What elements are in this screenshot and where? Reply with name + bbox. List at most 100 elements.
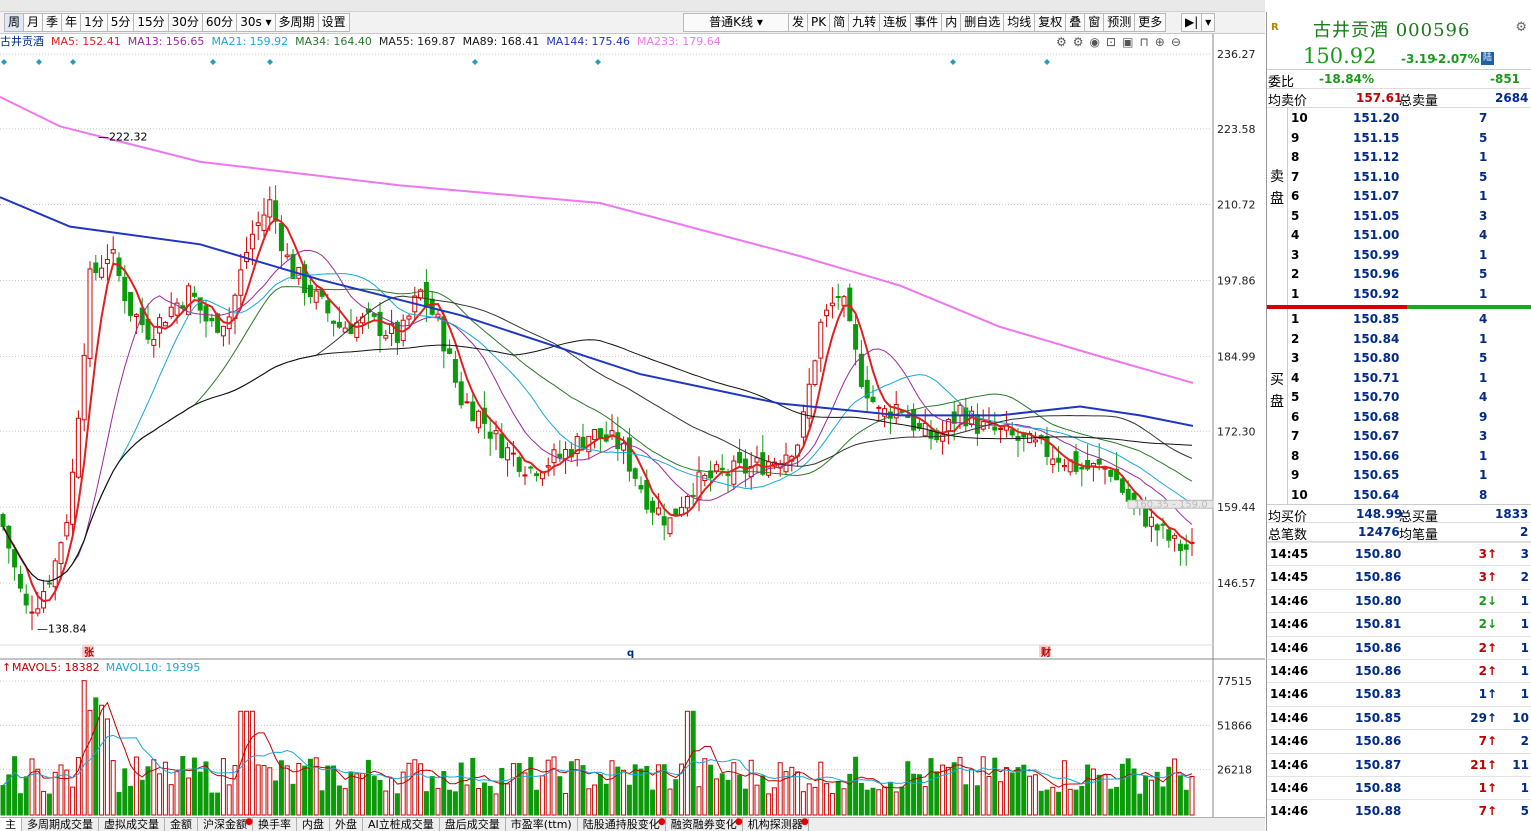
indicator-tab-5[interactable]: 内盘 (297, 818, 330, 831)
ask-book: 卖盘 10 151.20 7 9 151.15 5 8 151.12 1 7 151.10 5 6 151… (1267, 108, 1531, 305)
period-tab-11[interactable]: 设置 (317, 13, 350, 32)
candle-body (957, 404, 963, 417)
collapse-panel-button[interactable]: ▶| (1181, 13, 1203, 32)
period-tab-10[interactable]: 多周期 (274, 13, 319, 32)
period-tab-0[interactable]: 周 (4, 13, 25, 32)
indicator-tab-3[interactable]: 沪深金额 ● (198, 817, 253, 831)
avg-trade-label: 均笔量 (1399, 528, 1439, 543)
lock-icon[interactable]: ⊓ (1139, 35, 1149, 49)
period-tab-2[interactable]: 季 (42, 13, 63, 32)
tool-tab-6[interactable]: 内 (941, 13, 962, 32)
tool-tab-12[interactable]: 预测 (1103, 13, 1136, 32)
candle-body (829, 302, 835, 307)
candle-body (528, 466, 534, 469)
candle-body (1143, 508, 1149, 527)
tick-row: 14:46 150.85 29↑ 10 (1267, 705, 1531, 729)
total-buy-value: 1833 (1495, 507, 1529, 521)
tool-tab-5[interactable]: 事件 (910, 13, 943, 32)
volume-bar (638, 768, 644, 816)
volume-bar (476, 788, 482, 816)
gear-icon[interactable]: ⚙ (1072, 35, 1084, 49)
avg-trade-value: 2 (1520, 525, 1529, 539)
candle-body (64, 522, 70, 537)
tool-tab-3[interactable]: 九转 (848, 13, 881, 32)
tool-tab-0[interactable]: 发 (788, 13, 809, 32)
indicator-tab-11[interactable]: 融资融券变化 ● (666, 817, 743, 831)
tool-tab-8[interactable]: 均线 (1003, 13, 1036, 32)
tool-tab-4[interactable]: 连板 (879, 13, 912, 32)
tool-tab-9[interactable]: 复权 (1034, 13, 1067, 32)
tick-row: 14:46 150.88 1↑ 1 (1267, 776, 1531, 799)
candle-body (1085, 460, 1091, 470)
tool-tab-2[interactable]: 简 (829, 13, 850, 32)
ktype-select[interactable]: 普通K线 ▾ (683, 13, 789, 32)
candle-body (406, 315, 412, 320)
volume-bar (719, 773, 725, 816)
volume-bar (1154, 771, 1160, 816)
zoom-out-icon[interactable]: ⊖ (1170, 35, 1181, 49)
ma144-line (0, 196, 1194, 427)
candle-body (505, 447, 511, 461)
event-marker-icon (210, 59, 216, 65)
candle-body (29, 611, 35, 614)
volume-bar (394, 793, 400, 816)
tool-tab-11[interactable]: 窗 (1084, 13, 1105, 32)
notification-dot-icon: ● (245, 817, 253, 827)
ma-legend-item-6: MA144: 175.46 (546, 35, 631, 48)
event-marker-icon (36, 59, 42, 65)
candle-body (1096, 459, 1102, 465)
kline-chart[interactable]: 236.27 223.58 210.72 197.86 184.99 172.30 159.… (0, 34, 1265, 817)
event-marker-icon (267, 59, 273, 65)
indicator-tab-6[interactable]: 外盘 (330, 818, 363, 831)
tab-main[interactable]: 主 (0, 818, 22, 831)
settings-icon[interactable]: ⚙ (1056, 35, 1067, 49)
volume-bar (1090, 768, 1096, 816)
period-tab-6[interactable]: 15分 (133, 13, 169, 32)
period-tab-4[interactable]: 1分 (80, 13, 108, 32)
zoom-in-icon[interactable]: ⊕ (1154, 35, 1165, 49)
indicator-tab-1[interactable]: 虚拟成交量 (99, 818, 165, 831)
tool-tab-1[interactable]: PK (807, 13, 831, 32)
eye-icon[interactable]: ◉ (1089, 35, 1101, 49)
period-tab-5[interactable]: 5分 (106, 13, 135, 32)
volume-bar (487, 785, 493, 816)
period-tab-1[interactable]: 月 (23, 13, 44, 32)
candle-body (249, 233, 255, 250)
volume-bar (278, 760, 284, 816)
indicator-tab-9[interactable]: 市盈率(ttm) (506, 818, 578, 831)
indicator-tab-12[interactable]: 机构探测器 ● (743, 817, 809, 831)
tick-list[interactable]: 14:45 150.80 3↑ 3 14:45 150.86 3↑ 2 14:46 150.80 2… (1267, 542, 1531, 824)
indicator-tab-2[interactable]: 金额 (165, 818, 198, 831)
period-tab-3[interactable]: 年 (61, 13, 82, 32)
indicator-tab-8[interactable]: 盘后成交量 (440, 818, 506, 831)
basket-icon[interactable]: ⊡ (1106, 35, 1117, 49)
candle-body (835, 296, 841, 299)
volume-bar (6, 774, 12, 816)
indicator-tab-4[interactable]: 换手率 (253, 818, 297, 831)
indicator-tab-7[interactable]: AI立桩成交量 (363, 818, 440, 831)
indicator-tab-10[interactable]: 陆股通持股变化 ● (578, 817, 666, 831)
quote-panel: R 古井贡酒 000596 ⚙ 150.92 -3.19 -2.07% 陆 委比… (1266, 12, 1531, 831)
candle-body (215, 313, 221, 333)
tool-tab-7[interactable]: 删自选 (960, 13, 1005, 32)
briefcase-icon[interactable]: ▣ (1122, 35, 1134, 49)
tool-tab-13[interactable]: 更多 (1134, 13, 1167, 32)
tool-tab-10[interactable]: 叠 (1065, 13, 1086, 32)
avg-buy-row: 均买价 148.99 总买量 1833 (1267, 504, 1531, 525)
volume-bar (365, 759, 371, 816)
candle-body (963, 407, 969, 427)
volume-bar (557, 776, 563, 816)
settings-icon[interactable]: ⚙ (1515, 20, 1527, 35)
top-strip (0, 0, 1265, 12)
volume-bar (731, 762, 737, 816)
period-tab-9[interactable]: 30s ▾ (236, 13, 276, 32)
dropdown-arrow-icon[interactable]: ▾ (1201, 13, 1216, 32)
volume-bar (679, 763, 685, 816)
indicator-tab-0[interactable]: 多周期成交量 (22, 818, 99, 831)
volume-bar (1148, 779, 1154, 816)
candle-body (1090, 462, 1096, 467)
candle-body (267, 199, 273, 218)
event-badge (1039, 645, 1051, 657)
period-tab-8[interactable]: 60分 (201, 13, 238, 32)
period-tab-7[interactable]: 30分 (167, 13, 203, 32)
